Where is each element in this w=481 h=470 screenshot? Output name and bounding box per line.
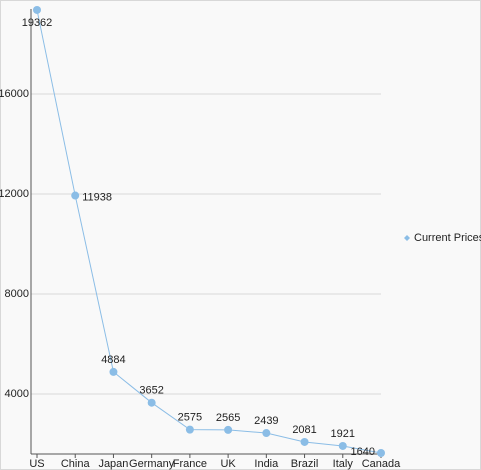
legend-label: Current Prices — [414, 232, 481, 244]
data-point — [300, 437, 309, 446]
x-tick-label: India — [254, 458, 279, 470]
data-label: 2565 — [216, 412, 240, 424]
x-tick-label: UK — [220, 458, 236, 470]
data-label: 2081 — [292, 424, 316, 436]
data-label: 4884 — [101, 354, 125, 366]
data-point — [71, 191, 80, 200]
x-tick-label: Germany — [129, 458, 175, 470]
data-point — [377, 449, 385, 457]
series-line — [36, 9, 382, 454]
data-label: 3652 — [139, 385, 163, 397]
data-point — [147, 398, 156, 407]
data-label: 1921 — [331, 428, 355, 440]
data-label: 2439 — [254, 415, 278, 427]
y-tick-label: 16000 — [0, 88, 29, 100]
data-label: 2575 — [178, 412, 202, 424]
x-tick-label: China — [61, 458, 91, 470]
x-tick-label: Japan — [98, 458, 128, 470]
data-point — [338, 441, 347, 450]
x-tick-label: Canada — [362, 458, 401, 470]
x-tick-label: France — [173, 458, 207, 470]
x-tick-label: Brazil — [291, 458, 319, 470]
y-tick-label: 4000 — [5, 388, 29, 400]
data-label: 19362 — [22, 17, 53, 29]
x-tick-label: Italy — [333, 458, 354, 470]
legend-marker — [404, 235, 410, 241]
data-point — [262, 429, 271, 438]
x-tick-label: US — [29, 458, 44, 470]
data-point — [109, 367, 118, 376]
data-label: 11938 — [82, 191, 112, 203]
y-tick-label: 8000 — [5, 288, 29, 300]
data-point — [185, 425, 194, 434]
data-point — [33, 5, 41, 14]
data-label: 1640 — [351, 446, 375, 458]
data-point — [224, 425, 233, 434]
y-tick-label: 12000 — [0, 188, 29, 200]
